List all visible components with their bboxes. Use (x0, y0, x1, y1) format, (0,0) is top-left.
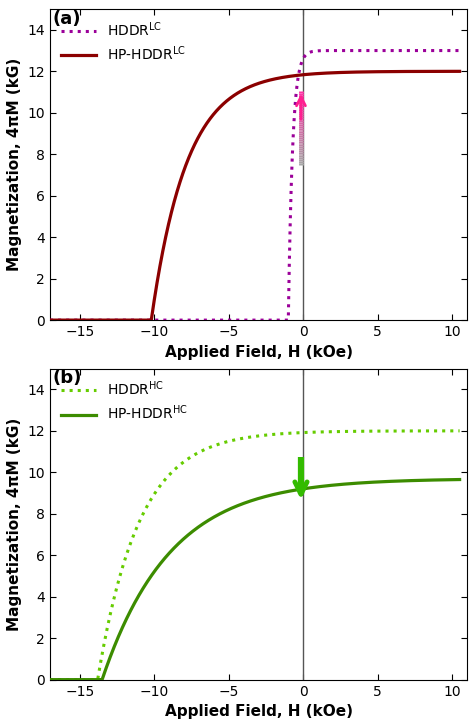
Text: (b): (b) (53, 369, 82, 387)
Y-axis label: Magnetization, 4πM (kG): Magnetization, 4πM (kG) (7, 58, 22, 272)
Y-axis label: Magnetization, 4πM (kG): Magnetization, 4πM (kG) (7, 417, 22, 631)
X-axis label: Applied Field, H (kOe): Applied Field, H (kOe) (164, 704, 353, 719)
Legend: HDDR$^{\rm HC}$, HP-HDDR$^{\rm HC}$: HDDR$^{\rm HC}$, HP-HDDR$^{\rm HC}$ (57, 375, 192, 427)
Text: (a): (a) (53, 9, 82, 28)
X-axis label: Applied Field, H (kOe): Applied Field, H (kOe) (164, 345, 353, 359)
Legend: HDDR$^{\rm LC}$, HP-HDDR$^{\rm LC}$: HDDR$^{\rm LC}$, HP-HDDR$^{\rm LC}$ (57, 16, 190, 67)
